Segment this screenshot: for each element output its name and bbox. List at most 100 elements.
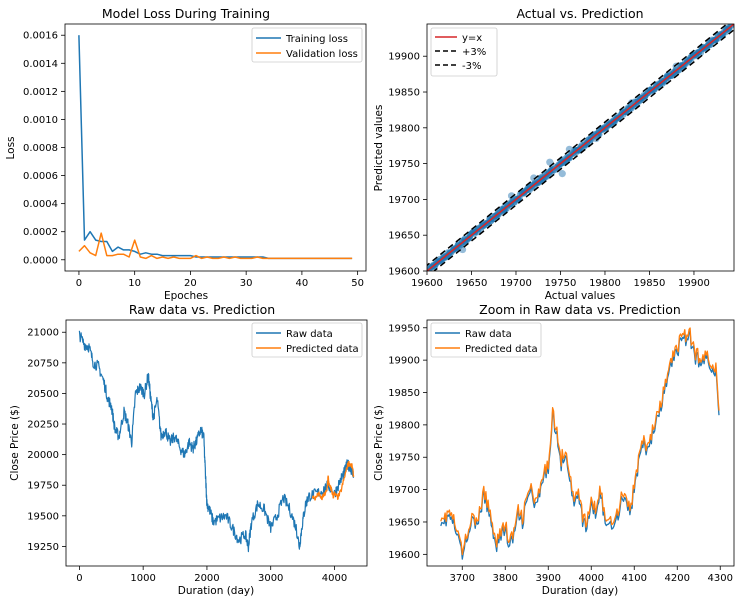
y-tick-label: 20750 xyxy=(27,358,59,369)
raw-chart-legend: Raw data Predicted data xyxy=(251,322,363,358)
y-tick-label: 0.0000 xyxy=(23,255,58,266)
y-tick-label: 19750 xyxy=(388,159,420,170)
x-tick-label: 3000 xyxy=(258,573,283,584)
raw-chart-frame xyxy=(65,319,368,567)
avp-chart-xlabel: Actual values xyxy=(545,290,615,302)
y-tick-label: 19950 xyxy=(388,323,420,334)
y-tick-label: 19650 xyxy=(388,517,420,528)
x-tick-label: 40 xyxy=(296,278,309,289)
x-tick-label: 19700 xyxy=(500,278,532,289)
loss-chart-xlabel: Epoches xyxy=(164,290,208,302)
zoom-chart-ylabel: Close Price ($) xyxy=(373,405,385,481)
predicted-data-line xyxy=(311,461,355,501)
y-tick-label: 19700 xyxy=(388,195,420,206)
y-tick-label: 19500 xyxy=(27,511,59,522)
legend-y-equals-x: y=x xyxy=(462,33,482,44)
y-tick-label: 19800 xyxy=(388,420,420,431)
y-tick-label: 21000 xyxy=(27,328,59,339)
scatter-point xyxy=(672,62,680,70)
legend-raw-data: Raw data xyxy=(286,329,333,340)
actual-vs-prediction-chart: Actual vs. Prediction Actual values Pred… xyxy=(373,6,735,302)
loss-chart-frame xyxy=(64,23,367,272)
x-tick-label: 2000 xyxy=(194,573,219,584)
x-tick-label: 3800 xyxy=(493,573,518,584)
zoom-chart-xlabel: Duration (day) xyxy=(542,585,618,597)
y-tick-label: 20000 xyxy=(27,450,59,461)
y-tick-label: 0.0010 xyxy=(23,115,58,126)
y-tick-label: 19750 xyxy=(388,453,420,464)
y-tick-label: 0.0014 xyxy=(23,59,58,70)
avp-chart-legend: y=x +3% -3% xyxy=(430,27,498,77)
raw-data-line xyxy=(78,330,355,553)
x-tick-label: 4300 xyxy=(708,573,733,584)
x-tick-label: 0 xyxy=(76,573,82,584)
avp-plot-area xyxy=(427,24,734,271)
y-tick-label: 19800 xyxy=(388,123,420,134)
x-tick-label: 4000 xyxy=(579,573,604,584)
scatter-point xyxy=(458,245,467,254)
y-tick-label: 0.0008 xyxy=(23,143,58,154)
training-loss-line xyxy=(78,35,353,260)
x-tick-label: 0 xyxy=(76,278,82,289)
x-tick-label: 4100 xyxy=(622,573,647,584)
legend-minus-3: -3% xyxy=(462,61,481,72)
scatter-point xyxy=(546,158,554,166)
legend-zoom-raw-data: Raw data xyxy=(465,329,512,340)
scatter-point xyxy=(558,170,566,178)
y-tick-label: 19900 xyxy=(388,356,420,367)
y-tick-label: 19750 xyxy=(27,481,59,492)
x-tick-label: 20 xyxy=(184,278,197,289)
legend-training-loss: Training loss xyxy=(285,34,348,45)
legend-zoom-predicted-data: Predicted data xyxy=(465,344,538,355)
legend-predicted-data: Predicted data xyxy=(286,344,359,355)
avp-chart-title: Actual vs. Prediction xyxy=(516,6,643,21)
raw-vs-prediction-chart: Raw data vs. Prediction Duration (day) C… xyxy=(9,302,368,597)
y-tick-label: 0.0006 xyxy=(23,171,58,182)
zoom-chart-title: Zoom in Raw data vs. Prediction xyxy=(479,302,681,317)
legend-plus-3: +3% xyxy=(462,47,486,58)
y-tick-label: 19650 xyxy=(388,231,420,242)
y-tick-label: 19850 xyxy=(388,88,420,99)
zoom-chart: Zoom in Raw data vs. Prediction Duration… xyxy=(373,302,735,597)
x-tick-label: 19850 xyxy=(634,278,666,289)
plus-3-percent-line xyxy=(427,24,729,267)
y-tick-label: 19250 xyxy=(27,542,59,553)
x-tick-label: 19650 xyxy=(456,278,488,289)
x-tick-label: 30 xyxy=(240,278,253,289)
raw-chart-title: Raw data vs. Prediction xyxy=(129,302,275,317)
loss-chart: Model Loss During Training Epoches Loss … xyxy=(5,6,367,302)
x-tick-label: 4000 xyxy=(322,573,347,584)
loss-chart-legend: Training loss Validation loss xyxy=(251,27,363,63)
x-tick-label: 3900 xyxy=(536,573,561,584)
avp-chart-frame xyxy=(426,23,735,272)
minus-3-percent-line xyxy=(432,28,734,271)
y-equals-x-line xyxy=(427,24,734,271)
x-tick-label: 4200 xyxy=(665,573,690,584)
raw-chart-xlabel: Duration (day) xyxy=(178,585,254,597)
x-tick-label: 1000 xyxy=(130,573,155,584)
x-tick-label: 19600 xyxy=(411,278,443,289)
avp-chart-ylabel: Predicted values xyxy=(373,105,385,192)
y-tick-label: 19850 xyxy=(388,388,420,399)
zoom-raw-data-line xyxy=(440,330,720,560)
loss-chart-title: Model Loss During Training xyxy=(102,6,270,21)
zoom-chart-legend: Raw data Predicted data xyxy=(430,322,542,358)
y-tick-label: 20500 xyxy=(27,389,59,400)
x-tick-label: 50 xyxy=(351,278,364,289)
scatter-point xyxy=(565,145,573,153)
x-tick-label: 19900 xyxy=(678,278,710,289)
y-tick-label: 20250 xyxy=(27,420,59,431)
y-tick-label: 19700 xyxy=(388,485,420,496)
zoom-predicted-data-line xyxy=(440,327,720,556)
y-tick-label: 0.0004 xyxy=(23,199,58,210)
scatter-point xyxy=(530,174,538,182)
y-tick-label: 0.0012 xyxy=(23,87,58,98)
x-tick-label: 3700 xyxy=(450,573,475,584)
x-tick-label: 19750 xyxy=(545,278,577,289)
x-tick-label: 10 xyxy=(128,278,141,289)
scatter-point xyxy=(507,192,516,200)
y-tick-label: 0.0016 xyxy=(23,31,58,42)
x-tick-label: 19800 xyxy=(589,278,621,289)
y-tick-label: 0.0002 xyxy=(23,227,58,238)
